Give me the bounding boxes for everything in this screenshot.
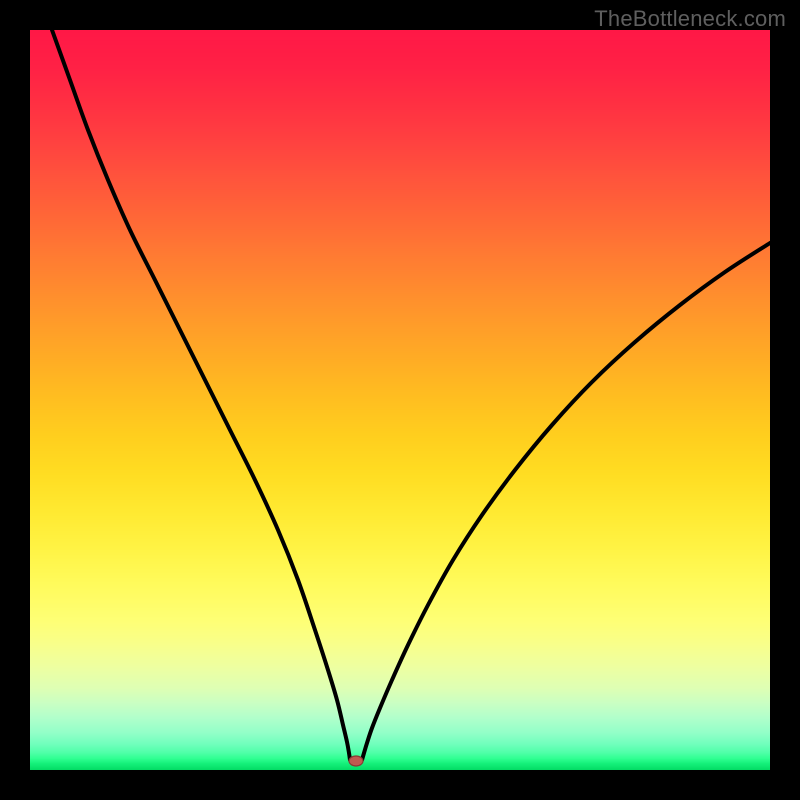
curve-layer bbox=[30, 30, 770, 770]
curve-right-branch bbox=[362, 243, 770, 760]
chart-frame: TheBottleneck.com bbox=[0, 0, 800, 800]
watermark-text: TheBottleneck.com bbox=[594, 6, 786, 32]
curve-left-branch bbox=[52, 30, 350, 760]
valley-marker bbox=[349, 756, 363, 766]
plot-area bbox=[30, 30, 770, 770]
